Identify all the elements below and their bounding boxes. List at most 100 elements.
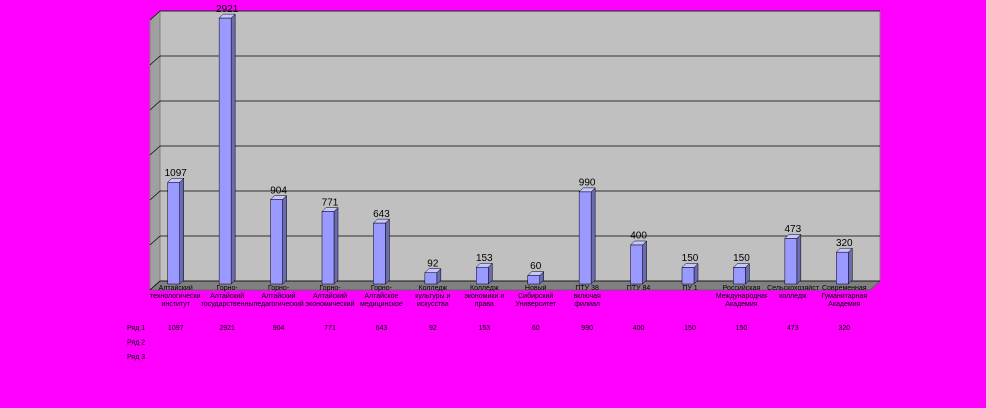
bar-front	[630, 244, 643, 285]
grid-line	[149, 55, 161, 66]
x-tick-label: Новый Сибирский Университет	[515, 285, 557, 308]
table-value: 320	[838, 325, 850, 332]
data-label: 473	[785, 224, 802, 235]
x-tick-label: ПТУ 84	[626, 285, 651, 292]
data-label: 400	[630, 231, 647, 242]
x-tick-label-box: ПУ 1	[682, 285, 698, 292]
table-value: 60	[532, 325, 540, 332]
x-tick-label-box: Российская Международная Академия	[716, 285, 767, 308]
data-label: 904	[270, 185, 287, 196]
bar-side	[282, 195, 287, 285]
x-tick-label-box: Горно-Алтайский экономический	[305, 285, 355, 308]
bar-front	[167, 182, 180, 285]
x-tick-label-box: ПТУ 84	[626, 285, 651, 292]
data-label: 1097	[165, 168, 188, 179]
x-tick-label-box: Колледж экономики и права	[464, 285, 505, 308]
x-tick-label: Современная Гуманитарная Академия	[821, 285, 868, 308]
grid-line	[149, 280, 161, 291]
table-value: 904	[273, 325, 285, 332]
grid-line	[149, 145, 161, 156]
x-tick-label-box: ПТУ 38 включая филиал	[573, 285, 601, 308]
table-value: 1097	[168, 325, 184, 332]
legend-entry: Ряд 2	[127, 339, 145, 346]
bar-side	[333, 207, 339, 285]
bar-side	[642, 240, 647, 285]
x-tick-label: ПТУ 38 включая филиал	[573, 285, 601, 308]
data-label: 771	[322, 197, 339, 208]
bar	[269, 195, 288, 285]
bar-side	[230, 13, 236, 285]
bar-front	[424, 272, 438, 285]
bar	[424, 268, 442, 285]
bar-front	[836, 251, 849, 285]
bar	[167, 177, 185, 285]
legend-entry: Ряд 3	[127, 354, 145, 361]
bar	[475, 262, 493, 285]
bar-front	[321, 211, 335, 285]
plot-wall	[149, 10, 881, 291]
x-tick-label: Горно-Алтайский педагогический	[253, 285, 304, 308]
bar-front	[681, 267, 695, 285]
x-tick-label-box: Новый Сибирский Университет	[515, 285, 557, 308]
x-tick-label: Сельскохозяйственный колледж	[767, 285, 819, 300]
x-tick-label-box: Колледж культуры и искусства	[415, 285, 451, 308]
bar-side	[179, 177, 184, 285]
bar-side	[848, 247, 853, 285]
data-label: 150	[682, 253, 699, 264]
x-tick-label: Горно-Алтайский государственный	[201, 285, 253, 308]
data-label: 320	[836, 238, 853, 249]
bar	[732, 262, 751, 285]
bar	[629, 240, 648, 285]
grid-line	[149, 100, 161, 111]
table-value: 150	[736, 325, 748, 332]
table-value: 2921	[219, 325, 235, 332]
bar	[578, 187, 596, 285]
table-value: 153	[478, 325, 490, 332]
table-value: 400	[633, 325, 645, 332]
bar-front	[578, 191, 592, 285]
table-value: 92	[429, 325, 437, 332]
grid-line	[149, 235, 161, 246]
bar-front	[733, 267, 746, 285]
table-value: 771	[324, 325, 336, 332]
bar-front	[527, 275, 540, 285]
table-value: 473	[787, 325, 799, 332]
x-tick-label-box: Горно-Алтайский государственный	[201, 285, 253, 308]
x-tick-label: Горно-Алтайский экономический	[305, 285, 355, 308]
data-label: 643	[373, 209, 390, 220]
x-tick-label: ПУ 1	[682, 285, 698, 292]
bar-side	[590, 187, 596, 285]
x-tick-label: Колледж культуры и искусства	[415, 285, 451, 308]
bar-front	[270, 199, 283, 285]
x-tick-label-box: Современная Гуманитарная Академия	[821, 285, 868, 308]
data-label: 153	[476, 253, 493, 264]
table-value: 150	[684, 325, 696, 332]
x-tick-label: Алтайский технологический институт	[150, 285, 202, 308]
bar	[681, 262, 699, 285]
x-tick-label-box: Сельскохозяйственный колледж	[767, 285, 819, 300]
bar-front	[373, 222, 386, 285]
x-tick-label-box: Горно-Алтайский педагогический	[253, 285, 304, 308]
x-tick-label: Горно-Алтайское медицинское	[360, 285, 403, 308]
data-label: 60	[530, 261, 542, 272]
data-label: 150	[733, 253, 750, 264]
bar	[835, 247, 853, 285]
data-label: 990	[579, 178, 596, 189]
bar	[321, 207, 339, 285]
x-tick-label-box: Алтайский технологический институт	[150, 285, 202, 308]
bar	[527, 270, 545, 285]
bar-front	[476, 266, 489, 285]
bar-side	[796, 233, 802, 285]
table-value: 990	[581, 325, 593, 332]
bar-front	[784, 238, 798, 285]
data-label: 2921	[216, 4, 239, 15]
legend-entry: Ряд 1	[127, 325, 145, 332]
bar	[372, 218, 391, 285]
data-label: 92	[427, 258, 439, 269]
x-tick-label: Колледж экономики и права	[464, 285, 505, 308]
bar-side	[385, 218, 390, 285]
table-value: 643	[376, 325, 388, 332]
grid-line	[149, 190, 161, 201]
bar	[218, 13, 236, 285]
